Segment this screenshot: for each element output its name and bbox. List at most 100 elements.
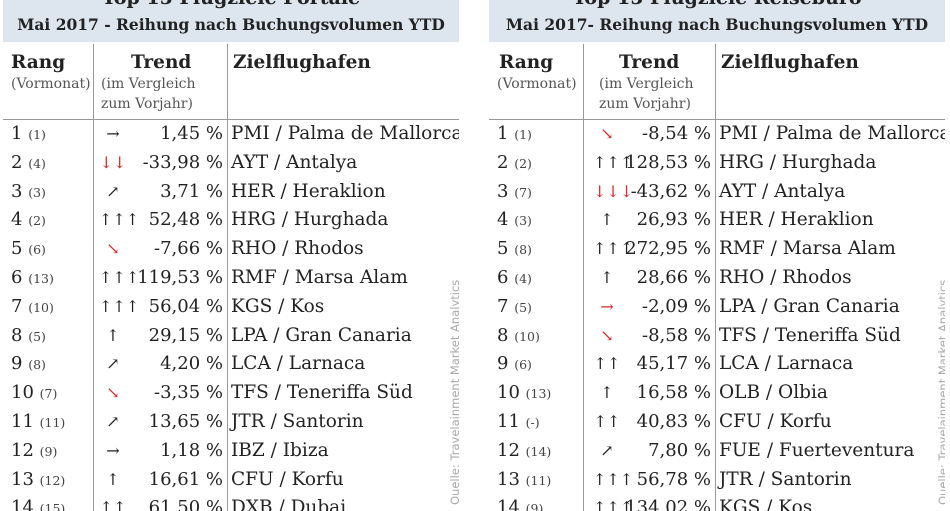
rank-value: 8 (11, 324, 23, 346)
trend-percent: 16,58 % (636, 382, 711, 404)
trend-arrow-icon: ↑ (106, 325, 120, 345)
rank-value: 11 (11, 411, 34, 432)
previous-rank: (9) (525, 501, 544, 511)
destination-airport: IBZ / Ibiza (231, 439, 329, 461)
table-row: 4 (3) ↑ 26,93 % HER / Heraklion (489, 206, 945, 234)
previous-rank: (1) (28, 127, 46, 142)
rank-value: 3 (497, 180, 509, 202)
previous-rank: (11) (525, 472, 552, 488)
previous-rank: (12) (39, 472, 66, 488)
trend-percent: 28,66 % (636, 267, 711, 288)
trend-percent: 56,04 % (148, 295, 223, 317)
destination-airport: PMI / Palma de Mallorca (719, 123, 945, 144)
rank-value: 7 (11, 295, 23, 317)
trend-arrow-icon: ↑ (600, 210, 614, 230)
destination-airport: RMF / Marsa Alam (231, 267, 408, 288)
table-row: 3 (3) ↗ 3,71 % HER / Heraklion (3, 178, 459, 206)
previous-rank: (2) (514, 155, 532, 171)
trend-arrow-icon: → (106, 440, 120, 460)
trend-percent: 7,80 % (648, 439, 711, 461)
previous-rank: (8) (28, 357, 46, 373)
rank-value: 9 (497, 353, 509, 375)
table-row: 5 (8) ↑↑↑ 272,95 % RMF / Marsa Alam (489, 235, 945, 263)
trend-arrow-icon: → (600, 296, 614, 316)
previous-rank: (4) (28, 155, 46, 171)
rank-cell: 8 (5) (11, 322, 46, 351)
destination-airport: AYT / Antalya (719, 180, 846, 202)
rank-cell: 12 (14) (497, 437, 551, 466)
table-title: Top 15 Flugziele Portale (3, 0, 459, 9)
table-row: 13 (11) ↑↑↑ 56,78 % JTR / Santorin (489, 466, 945, 494)
trend-percent: 3,71 % (160, 180, 223, 202)
rank-value: 14 (497, 497, 520, 511)
destination-airport: HRG / Hurghada (231, 209, 389, 231)
trend-percent: -8,58 % (642, 324, 711, 346)
header-rank: Rang (11, 52, 66, 73)
header-rank-sub: (Vormonat) (497, 76, 577, 92)
trend-arrow-icon: ↗ (106, 412, 120, 431)
rank-value: 12 (497, 439, 520, 461)
destination-airport: KGS / Kos (719, 497, 813, 511)
rank-cell: 1 (1) (497, 120, 532, 149)
rank-cell: 8 (10) (497, 322, 540, 351)
rank-value: 12 (11, 439, 34, 461)
destination-airport: JTR / Santorin (231, 411, 364, 432)
rank-value: 14 (11, 497, 34, 511)
table-row: 9 (6) ↑↑ 45,17 % LCA / Larnaca (489, 350, 945, 378)
rank-value: 13 (11, 468, 34, 490)
rank-cell: 9 (6) (497, 350, 532, 379)
table-row: 11 (-) ↑↑ 40,83 % CFU / Korfu (489, 408, 945, 436)
table-row: 12 (14) ↗ 7,80 % FUE / Fuerteventura (489, 437, 945, 465)
header-destination: Zielflughafen (721, 52, 859, 73)
previous-rank: (2) (28, 213, 46, 229)
destination-airport: HER / Heraklion (231, 180, 386, 202)
column-divider (93, 44, 94, 511)
trend-arrow-icon: ↑↑ (99, 498, 127, 511)
title-banner: Top 15 Flugziele Portale Mai 2017 - Reih… (3, 0, 459, 42)
table-row: 4 (2) ↑↑↑ 52,48 % HRG / Hurghada (3, 206, 459, 234)
rank-cell: 7 (5) (497, 293, 532, 322)
trend-arrow-icon: ↓↓ (99, 152, 127, 172)
table-row: 2 (4) ↓↓ -33,98 % AYT / Antalya (3, 149, 459, 177)
previous-rank: (5) (514, 299, 532, 315)
rank-cell: 14 (15) (11, 494, 65, 511)
rank-cell: 5 (6) (11, 235, 46, 264)
rank-cell: 2 (4) (11, 149, 46, 178)
header-trend-sub1: (im Vergleich (101, 76, 196, 92)
header-rank-sub: (Vormonat) (11, 76, 91, 92)
table-row: 13 (12) ↑ 16,61 % CFU / Korfu (3, 466, 459, 494)
header-trend: Trend (619, 52, 680, 73)
previous-rank: (10) (514, 328, 540, 344)
trend-percent: 119,53 % (137, 267, 223, 288)
table-row: 14 (9) ↑↑↑ 134,02 % KGS / Kos (489, 494, 945, 511)
rank-cell: 13 (12) (11, 466, 65, 495)
table-row: 6 (13) ↑↑↑ 119,53 % RMF / Marsa Alam (3, 264, 459, 292)
trend-percent: 4,20 % (160, 353, 223, 375)
header-rank: Rang (499, 52, 554, 73)
trend-percent: 26,93 % (636, 209, 711, 231)
rank-value: 3 (11, 180, 23, 202)
previous-rank: (3) (514, 213, 532, 229)
trend-percent: 40,83 % (636, 411, 711, 432)
table-row: 10 (13) ↑ 16,58 % OLB / Olbia (489, 379, 945, 407)
trend-percent: 61,50 % (148, 497, 223, 511)
trend-percent: -43,62 % (630, 180, 711, 202)
rank-cell: 11 (-) (497, 408, 540, 437)
rank-cell: 2 (2) (497, 149, 532, 178)
previous-rank: (11) (39, 415, 66, 430)
destination-airport: LPA / Gran Canaria (231, 324, 412, 346)
table-row: 5 (6) ↘ -7,66 % RHO / Rhodos (3, 235, 459, 263)
previous-rank: (10) (28, 299, 54, 315)
trend-percent: 16,61 % (148, 468, 223, 490)
trend-arrow-icon: ↗ (600, 440, 614, 460)
rank-cell: 10 (13) (497, 379, 551, 408)
column-divider (583, 44, 584, 511)
table-row: 14 (15) ↑↑ 61,50 % DXB / Dubai (3, 494, 459, 511)
trend-arrow-icon: → (106, 124, 120, 143)
rank-cell: 10 (7) (11, 379, 57, 408)
rank-cell: 4 (2) (11, 206, 46, 235)
trend-arrow-icon: ↑ (106, 469, 120, 489)
rank-cell: 3 (7) (497, 178, 532, 207)
destination-airport: JTR / Santorin (719, 468, 852, 490)
table-subtitle: Mai 2017- Reihung nach Buchungsvolumen Y… (505, 15, 929, 34)
